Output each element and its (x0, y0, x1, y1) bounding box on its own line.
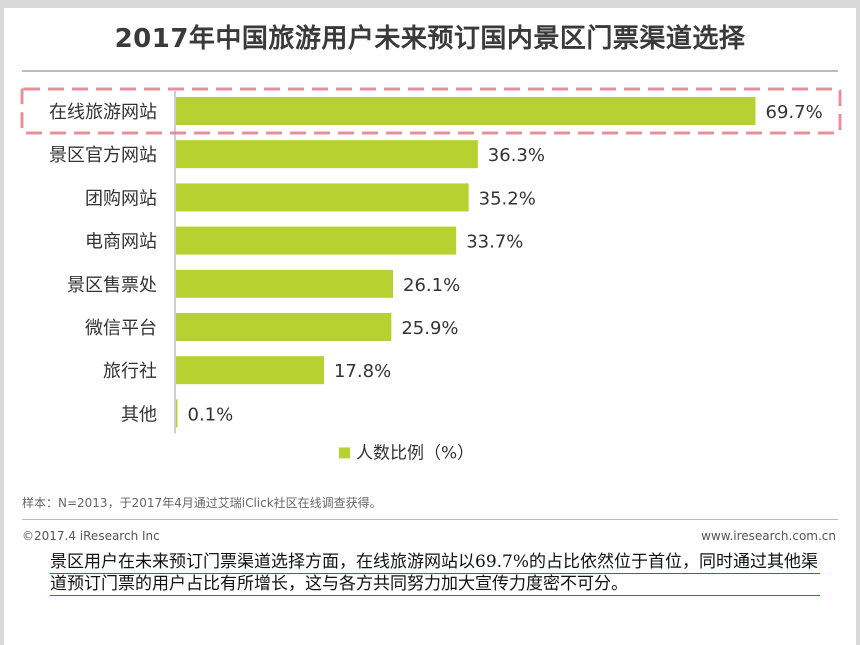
value-label-1: 69.7% (766, 102, 823, 123)
bar-8 (176, 399, 178, 428)
bar-5 (176, 269, 394, 298)
copyright-text: ©2017.4 iResearch Inc (22, 529, 160, 543)
value-label-2: 36.3% (488, 145, 545, 166)
value-label-7: 17.8% (334, 361, 391, 382)
value-label-4: 33.7% (466, 232, 523, 253)
category-label-3: 团购网站 (85, 188, 157, 209)
value-label-8: 0.1% (188, 404, 234, 425)
bar-6 (176, 313, 392, 341)
bar-chart: 在线旅游网站 69.7% 景区官方网站 36.3% 团购网站 35.2% 电商网站 33.7%… (20, 87, 842, 463)
slide-frame-right (856, 0, 860, 645)
bar-1 (176, 97, 756, 125)
category-label-6: 微信平台 (85, 318, 157, 339)
summary-underline-2 (50, 595, 820, 596)
summary-paragraph: 景区用户在未来预订门票渠道选择方面，在线旅游网站以69.7%的占比依然位于首位，… (50, 552, 819, 594)
category-label-7: 旅行社 (103, 361, 157, 382)
slide-frame-top (0, 0, 860, 8)
slide-frame-left (0, 0, 4, 645)
footer-divider (22, 519, 838, 520)
category-label-4: 电商网站 (85, 232, 157, 253)
value-label-5: 26.1% (403, 275, 460, 296)
bar-2 (176, 140, 478, 169)
chart-title: 2017年中国旅游用户未来预订国内景区门票渠道选择 (114, 24, 746, 54)
bar-3 (176, 183, 469, 212)
category-label-5: 景区售票处 (67, 275, 157, 296)
sample-note: 样本：N=2013，于2017年4月通过艾瑞iClick社区在线调查获得。 (22, 496, 382, 510)
category-label-2: 景区官方网站 (49, 145, 157, 166)
bar-4 (176, 226, 457, 255)
category-label-8: 其他 (121, 404, 157, 425)
value-label-3: 35.2% (479, 188, 536, 209)
summary-underline-1 (50, 573, 820, 574)
bar-7 (176, 356, 324, 385)
category-label-1: 在线旅游网站 (49, 102, 157, 123)
website-url: www.iresearch.com.cn (701, 529, 836, 543)
title-divider (22, 70, 838, 72)
value-label-6: 25.9% (401, 318, 458, 339)
legend-label: 人数比例（%） (356, 443, 474, 463)
legend-swatch (339, 447, 350, 459)
